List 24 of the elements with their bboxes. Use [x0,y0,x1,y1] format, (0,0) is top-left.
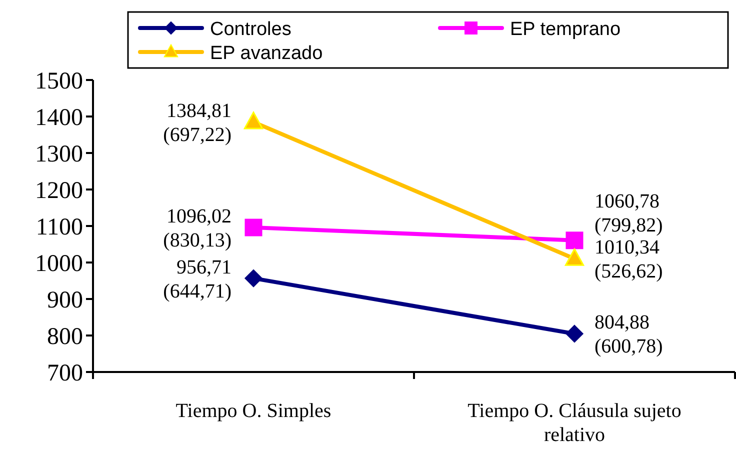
y-tick-label: 800 [47,324,83,350]
y-tick-label: 700 [47,360,83,386]
point [244,270,262,288]
y-tick-label: 1500 [35,68,83,94]
data-label: 1096,02 (830,13) [163,205,232,252]
legend-label: EP avanzado [210,43,323,64]
point [566,324,584,342]
data-label: 1060,78 (799,82) [594,190,663,237]
point [566,232,584,250]
y-tick-label: 1000 [35,250,83,277]
y-tick-label: 1300 [35,141,83,168]
y-tick-label: 900 [47,287,83,314]
y-tick-label: 1100 [36,214,83,240]
y-tick-label: 1200 [35,178,83,204]
y-tick-label: 1400 [35,104,83,131]
data-label: 804,88 (600,78) [594,312,663,358]
legend-label: Controles [210,19,292,40]
x-tick-label: Tiempo O. Cláusula sujeto relativo [468,400,682,446]
point [244,218,262,236]
x-tick-label: Tiempo O. Simples [176,400,332,422]
legend-label: EP temprano [510,19,621,40]
data-label: 956,71 (644,71) [163,256,232,302]
data-label: 1010,34 (526,62) [594,236,663,283]
data-label: 1384,81 (697,22) [163,100,232,146]
